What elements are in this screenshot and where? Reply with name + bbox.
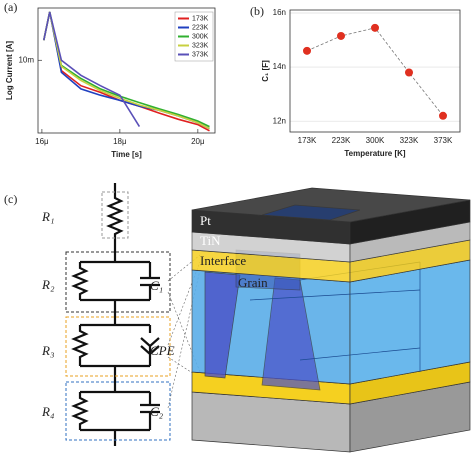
y-axis-label: C₁ [F]	[261, 60, 270, 82]
layer-tin: TiN	[200, 233, 221, 248]
legend-label: 173K	[192, 15, 209, 22]
label-c1: C₁	[150, 278, 163, 293]
series-line	[43, 11, 141, 128]
label-cpe: CPE	[150, 343, 175, 358]
point	[303, 46, 311, 55]
y-axis-label: Log Current [A]	[5, 41, 14, 100]
x-tick-label: 18μ	[113, 137, 127, 146]
legend-label: 223K	[192, 24, 209, 31]
legend-label: 373K	[192, 51, 209, 58]
legend-label: 300K	[192, 33, 209, 40]
layer-interface: Interface	[200, 253, 246, 268]
cube	[191, 187, 471, 453]
layer-pt: Pt	[200, 213, 211, 228]
label-c2: C₂	[150, 404, 164, 419]
x-tick-label: 16μ	[35, 137, 49, 146]
point	[405, 68, 413, 77]
y-tick-label: 12n	[273, 116, 286, 125]
leaders	[167, 254, 201, 409]
legend-label: 323K	[192, 42, 209, 49]
label-r2: R₂	[41, 277, 55, 292]
plot-frame	[37, 7, 216, 134]
point	[337, 31, 345, 40]
label-r1: R₁	[41, 209, 54, 224]
panel-label: (b)	[250, 4, 264, 18]
point	[371, 23, 379, 32]
plot-frame	[289, 9, 461, 133]
circuit	[65, 183, 171, 446]
y-tick-label: 10m	[18, 55, 34, 64]
panel-label-c: (c)	[4, 192, 17, 206]
box-cpe	[65, 316, 171, 377]
panel-label: (a)	[4, 0, 17, 14]
box-rc2	[65, 381, 171, 441]
y-tick-label: 16n	[273, 8, 286, 17]
x-tick-label: 223K	[332, 136, 351, 145]
x-tick-label: 323K	[400, 136, 419, 145]
x-tick-label: 300K	[366, 136, 385, 145]
series-line	[43, 11, 210, 130]
x-axis-label: Temperature [K]	[344, 149, 406, 158]
x-tick-label: 173K	[298, 136, 317, 145]
circuit-wires	[71, 183, 160, 446]
box-rc1	[65, 251, 171, 313]
box-r1	[101, 191, 129, 239]
point	[439, 111, 447, 120]
layer-grain: Grain	[238, 275, 268, 290]
x-tick-label: 373K	[434, 136, 453, 145]
connector	[306, 27, 444, 117]
x-tick-label: 20μ	[191, 137, 205, 146]
label-r3: R₃	[41, 343, 54, 358]
x-axis-label: Time [s]	[111, 150, 142, 159]
y-tick-label: 14n	[273, 62, 286, 71]
label-r4: R₄	[41, 404, 55, 419]
